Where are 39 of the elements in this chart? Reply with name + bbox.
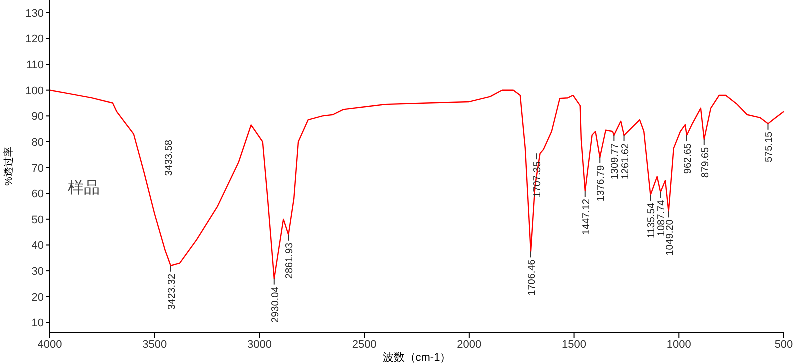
annotation: 962.65	[682, 143, 694, 174]
annotation: 1376.79	[596, 165, 608, 202]
annotation: 1309.77	[610, 143, 622, 180]
annotation: 2861.93	[284, 242, 296, 280]
y-tick-label: 10	[32, 318, 44, 330]
annotation: 1706.46	[526, 259, 538, 296]
y-tick-label: 100	[26, 85, 44, 98]
y-tick-label: 130	[26, 8, 44, 20]
y-tick-label: 60	[32, 188, 44, 201]
x-tick-label: 3000	[247, 339, 272, 351]
y-tick-label: 30	[32, 266, 44, 278]
x-tick-label: 500	[774, 339, 794, 351]
x-tick-label: 4000	[38, 339, 62, 351]
annotation: 样品	[68, 179, 100, 197]
y-tick-label: 120	[26, 34, 44, 46]
annotation: 1707.35	[532, 161, 544, 198]
y-tick-label: 110	[26, 60, 44, 72]
y-tick-label: 40	[32, 240, 44, 252]
x-tick-label: 1500	[562, 339, 587, 351]
annotation: 1261.62	[620, 143, 632, 180]
y-tick-label: 20	[32, 292, 44, 304]
annotation: 1049.20	[664, 219, 676, 256]
y-tick-label: 50	[32, 214, 44, 226]
x-axis-title: 波数（cm-1）	[382, 351, 452, 364]
y-tick-label: 90	[32, 111, 44, 124]
annotation: 879.65	[700, 146, 712, 178]
x-tick-label: 3500	[142, 339, 168, 351]
y-axis-title: %透过率	[3, 147, 15, 186]
y-tick-label: 80	[32, 136, 44, 149]
annotation: 1135.54	[646, 202, 658, 239]
y-tick-label: 70	[32, 162, 44, 175]
annotation: 1447.12	[581, 198, 592, 236]
x-tick-label: 2500	[352, 339, 377, 351]
annotation: 2930.04	[270, 286, 282, 323]
annotation: 3423.32	[166, 273, 178, 310]
annotation: 575.15	[764, 131, 776, 162]
x-tick-label: 1000	[666, 339, 692, 351]
annotation: 3433.58	[164, 140, 175, 176]
x-tick-label: 2000	[457, 339, 482, 351]
